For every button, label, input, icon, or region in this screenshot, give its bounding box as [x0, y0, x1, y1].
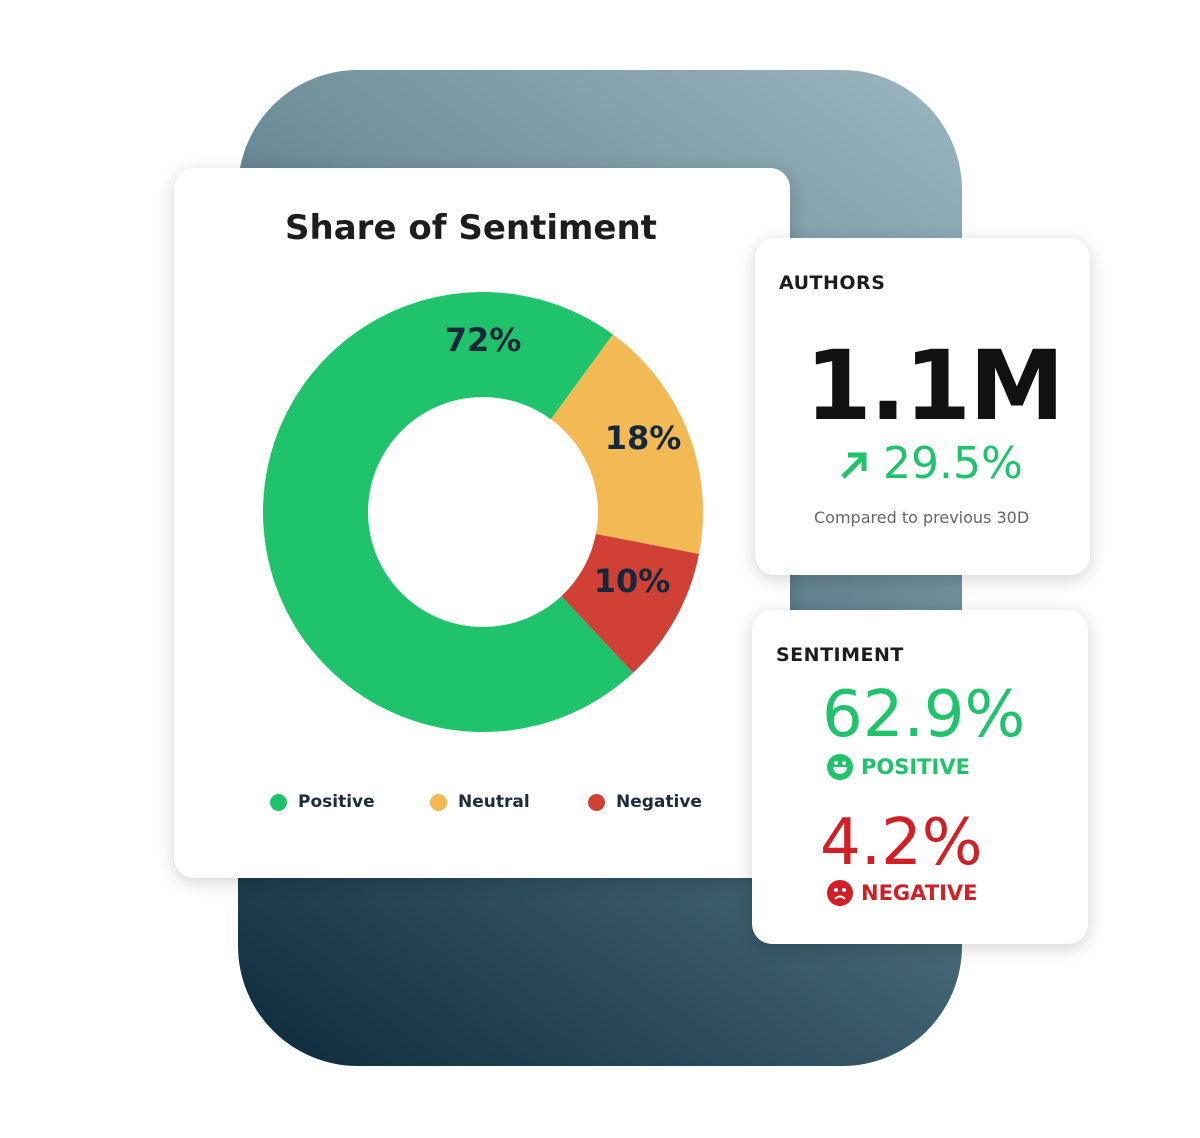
- legend-label: Neutral: [458, 792, 530, 812]
- donut-chart: 72% 18% 10%: [263, 291, 703, 732]
- authors-value: 1.1M: [805, 330, 1065, 442]
- negative-indicator: NEGATIVE: [827, 880, 978, 906]
- data-label-neutral: 18%: [605, 419, 682, 457]
- chart-title: Share of Sentiment: [285, 208, 657, 248]
- smile-icon: [827, 754, 853, 780]
- positive-label: POSITIVE: [861, 755, 970, 779]
- authors-comparison: Compared to previous 30D: [814, 508, 1030, 527]
- authors-label: AUTHORS: [779, 272, 886, 294]
- data-label-positive: 72%: [445, 321, 522, 359]
- legend-item-neutral: Neutral: [430, 792, 530, 812]
- positive-value: 62.9%: [822, 678, 1026, 752]
- donut-slice-neutral: [550, 334, 703, 554]
- legend-label: Negative: [616, 792, 702, 812]
- data-label-negative: 10%: [594, 562, 671, 600]
- legend-dot: [270, 793, 287, 811]
- positive-indicator: POSITIVE: [827, 754, 970, 780]
- authors-change-value: 29.5%: [883, 438, 1023, 489]
- donut-slice-negative: [561, 533, 699, 673]
- sentiment-label: SENTIMENT: [776, 644, 904, 666]
- legend-dot: [430, 793, 447, 811]
- authors-card: AUTHORS 1.1M 29.5% Compared to previous …: [755, 238, 1090, 575]
- sentiment-card: SENTIMENT 62.9% POSITIVE 4.2% NEGATIVE: [752, 610, 1088, 944]
- donut-slice-positive: [263, 291, 634, 732]
- legend-label: Positive: [298, 792, 375, 812]
- legend-item-positive: Positive: [270, 792, 375, 812]
- negative-label: NEGATIVE: [861, 881, 978, 905]
- negative-value: 4.2%: [820, 806, 983, 880]
- legend-item-negative: Negative: [588, 792, 702, 812]
- frown-icon: [827, 880, 853, 906]
- arrow-up-right-icon: [841, 452, 867, 479]
- legend-dot: [588, 793, 605, 811]
- share-of-sentiment-card: Share of Sentiment 72% 18% 10% Positive Neu…: [174, 168, 790, 878]
- authors-change: 29.5%: [837, 438, 1023, 489]
